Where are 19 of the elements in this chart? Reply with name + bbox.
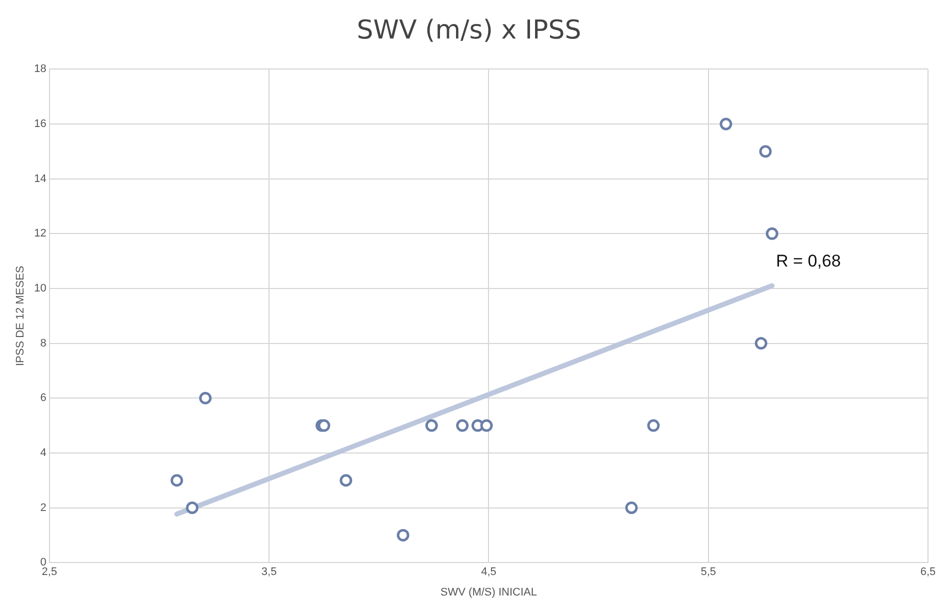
x-tick-label: 5,5 [700,566,716,578]
chart-title: SWV (m/s) x IPSS [356,15,582,46]
y-axis-title: IPSS DE 12 MESES [14,266,27,366]
y-tick-label: 10 [34,282,46,295]
x-tick-label: 6,5 [920,566,936,578]
y-tick-label: 12 [34,228,46,240]
y-tick-label: 6 [40,392,46,404]
x-tick-label: 3,5 [261,566,277,578]
annotation: R = 0,68 [776,251,841,270]
y-tick-label: 2 [40,502,46,514]
y-tick-label: 8 [40,337,46,350]
x-tick-label: 2,5 [42,566,58,578]
y-tick-label: 16 [34,118,46,130]
x-tick-label: 4,5 [481,566,496,578]
y-tick-label: 14 [34,172,46,185]
y-tick-label: 0 [40,556,46,569]
x-axis-title: SWV (M/S) INICIAL [440,586,537,598]
y-tick-label: 4 [40,446,46,459]
y-tick-label: 18 [34,63,46,76]
